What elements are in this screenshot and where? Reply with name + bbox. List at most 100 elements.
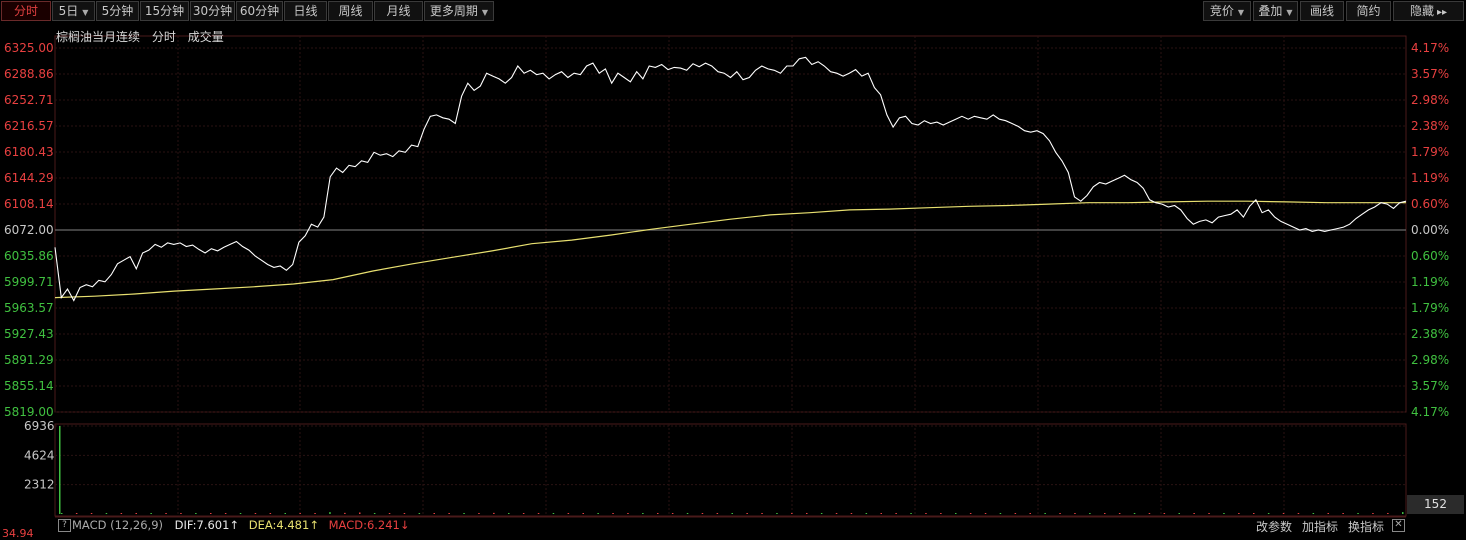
volume-bar [776, 513, 778, 514]
volume-bar [522, 513, 525, 514]
tab-6[interactable]: 日线 [284, 1, 327, 21]
help-icon[interactable]: ? [58, 519, 71, 532]
toolbar-right-button-4[interactable]: 隐藏 ▸▸ [1393, 1, 1464, 21]
volume-bar [195, 513, 197, 514]
volume-bar [1282, 513, 1285, 514]
toolbar-right-button-0[interactable]: 竞价 ▼ [1203, 1, 1251, 21]
volume-bar [969, 513, 972, 514]
macd-dif: DIF:7.601 [174, 518, 230, 532]
volume-bar [135, 513, 137, 514]
tab-1[interactable]: 5日 ▼ [52, 1, 95, 21]
tab-label: 周线 [338, 4, 363, 18]
volume-bar [359, 512, 361, 514]
volume-bar [418, 513, 421, 514]
volume-bar [686, 513, 689, 514]
tab-label: 更多周期 [429, 4, 478, 18]
tab-label: 15分钟 [144, 4, 185, 18]
tab-7[interactable]: 周线 [328, 1, 373, 21]
tab-3[interactable]: 15分钟 [140, 1, 189, 21]
tab-label: 5分钟 [101, 4, 134, 18]
volume-bar [761, 513, 763, 514]
tab-label: 5日 [58, 4, 79, 18]
volume-bar [105, 513, 108, 514]
volume-bar [1297, 513, 1300, 514]
y-tick-right: 1.19% [1411, 171, 1449, 185]
volume-bar [1014, 513, 1017, 514]
button-label: 竞价 [1209, 4, 1234, 18]
tab-2[interactable]: 5分钟 [96, 1, 139, 21]
volume-bar [165, 513, 167, 514]
volume-bar [1059, 513, 1061, 514]
tab-4[interactable]: 30分钟 [190, 1, 235, 21]
contract-name: 棕榈油当月连续 [56, 30, 141, 44]
volume-bar [746, 513, 748, 514]
toolbar-right-button-3[interactable]: 简约 [1346, 1, 1391, 21]
volume-bar [1178, 513, 1180, 514]
volume-bar [254, 513, 257, 514]
chart-info: 棕榈油当月连续 分时 成交量 [56, 28, 232, 45]
button-label: 隐藏 [1409, 4, 1434, 18]
volume-bar [597, 513, 599, 514]
volume-bar [373, 513, 376, 514]
y-tick-left: 5891.29 [4, 353, 54, 367]
volume-bar [1208, 513, 1210, 514]
y-tick-left: 5819.00 [4, 405, 54, 419]
y-tick-left: 5855.14 [4, 379, 54, 393]
tab-8[interactable]: 月线 [374, 1, 423, 21]
volume-bar [791, 513, 793, 514]
volume-bar [314, 513, 316, 514]
volume-bar [329, 512, 331, 514]
y-tick-right: 0.60% [1411, 197, 1449, 211]
volume-bar [1223, 513, 1225, 514]
y-tick-left: 6252.71 [4, 93, 54, 107]
volume-bar [1163, 513, 1166, 514]
volume-label: 成交量 [187, 30, 224, 44]
volume-bar [1267, 513, 1270, 514]
volume-bar [984, 513, 987, 514]
volume-bar [90, 513, 93, 514]
close-icon[interactable]: ✕ [1392, 519, 1405, 532]
volume-bar [433, 513, 435, 514]
y-tick-right: 1.19% [1411, 275, 1449, 289]
tab-0[interactable]: 分时 [1, 1, 51, 21]
y-tick-right: 3.57% [1411, 67, 1449, 81]
volume-bar [1104, 513, 1106, 514]
caret-down-icon: ▼ [481, 8, 489, 17]
y-tick-left: 6072.00 [4, 223, 54, 237]
add-indicator-button[interactable]: 加指标 [1302, 520, 1339, 534]
volume-bar [716, 513, 719, 514]
y-tick-left: 6108.14 [4, 197, 54, 211]
macd-bar: MACD (12,26,9) DIF:7.601↑ DEA:4.481↑ MAC… [56, 518, 410, 532]
y-tick-left: 6288.86 [4, 67, 54, 81]
volume-bar [820, 513, 823, 514]
macd-name: MACD (12,26,9) [72, 518, 163, 532]
change-params-button[interactable]: 改参数 [1256, 520, 1293, 534]
tab-9[interactable]: 更多周期 ▼ [424, 1, 494, 21]
volume-current-value: 152 [1407, 495, 1464, 514]
volume-bar [537, 513, 540, 514]
volume-bar [299, 513, 301, 514]
volume-bar [940, 513, 942, 514]
button-label: 简约 [1356, 4, 1381, 18]
volume-bar [910, 513, 912, 514]
y-tick-right: 1.79% [1411, 145, 1449, 159]
toolbar-right-button-1[interactable]: 叠加 ▼ [1253, 1, 1298, 21]
volume-bar [180, 512, 182, 514]
volume-bar [1327, 513, 1329, 514]
y-tick-right: 2.98% [1411, 353, 1449, 367]
caret-down-icon: ▼ [82, 8, 89, 17]
volume-bar [1342, 513, 1344, 514]
toolbar-right-button-2[interactable]: 画线 [1300, 1, 1344, 21]
volume-bar [59, 426, 61, 514]
volume-bar [1387, 513, 1389, 514]
volume-bar [508, 512, 510, 514]
chart-mode-label: 分时 [151, 30, 176, 44]
y-tick-right: 0.00% [1411, 223, 1449, 237]
volume-bar [269, 513, 272, 514]
volume-bar [448, 513, 450, 514]
macd-dea: DEA:4.481 [248, 518, 310, 532]
tab-5[interactable]: 60分钟 [236, 1, 283, 21]
swap-indicator-button[interactable]: 换指标 [1348, 520, 1385, 534]
y-tick-right: 4.17% [1411, 405, 1449, 419]
